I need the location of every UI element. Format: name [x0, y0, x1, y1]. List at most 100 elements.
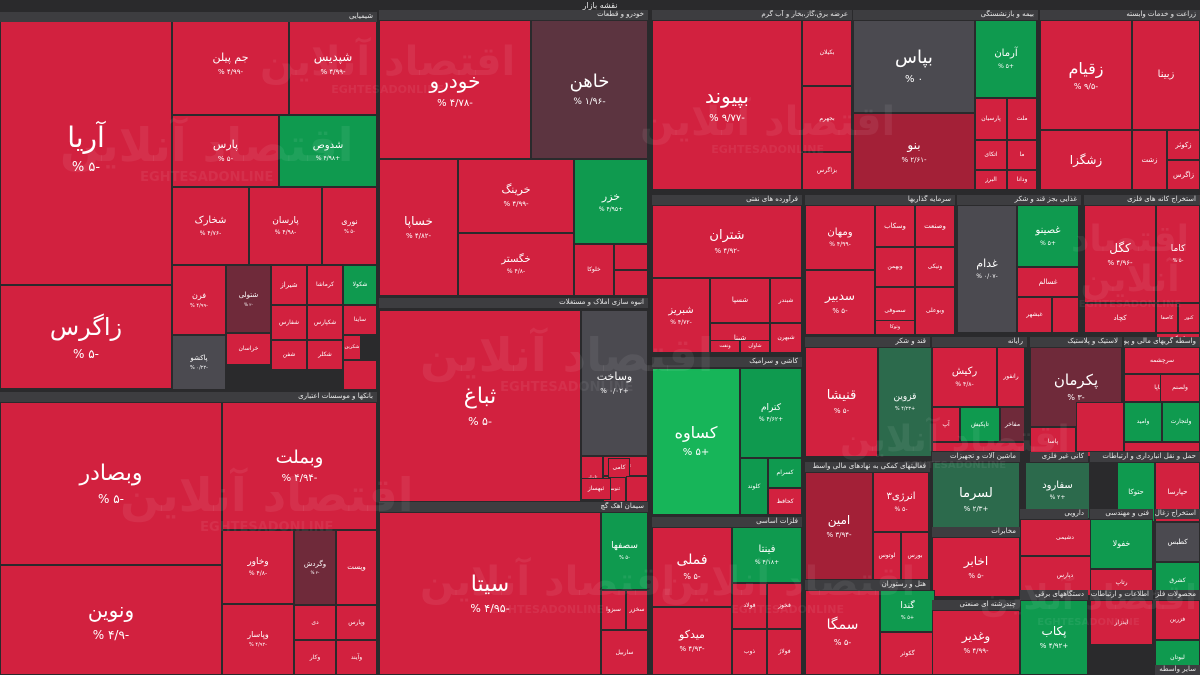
tile-38[interactable]: خگستر -۴/۸ % [458, 233, 574, 296]
tile-79[interactable]: کلوند [740, 458, 768, 515]
tile-146[interactable]: کطبس [1155, 522, 1200, 562]
tile-54[interactable]: بپاس ۰ % [853, 20, 975, 113]
tile-51[interactable]: بکیلان [802, 20, 852, 86]
tile-60[interactable]: ما [1007, 140, 1037, 170]
tile-35[interactable]: خساپا -۴/۸۲ % [379, 159, 458, 296]
tile-129[interactable]: لوتوس [873, 532, 901, 580]
tile-61[interactable]: البرز [975, 170, 1007, 190]
tile-22[interactable]: وبصادر -۵ % [0, 402, 222, 565]
tile-33[interactable]: خودرو -۴/۷۸ % [379, 20, 531, 159]
tile-13[interactable]: شکولا [343, 265, 377, 305]
tile-64[interactable]: زبینا [1132, 20, 1200, 130]
tile-144[interactable]: خفولا [1090, 519, 1153, 569]
tile-37[interactable]: خزر +۴/۹۵ % [574, 159, 648, 244]
tile-86[interactable]: میدکو -۴/۹۳ % [652, 607, 732, 675]
tile-106[interactable]: کچاد [1084, 303, 1156, 333]
tile-55[interactable]: آرمان +۵ % [975, 20, 1037, 98]
tile-16[interactable]: خراسان [226, 333, 271, 365]
tile-127[interactable]: امین -۳/۹۴ % [805, 472, 873, 580]
tile-139[interactable]: سمگا -۵ % [805, 590, 880, 675]
tile-149[interactable]: پکاب +۴/۹۲ % [1020, 600, 1088, 675]
tile-21[interactable]: پاکشو -۰/۲۲ % [172, 335, 226, 390]
tile-41[interactable]: وساخت +۰/۰۲ % [581, 310, 648, 456]
tile-89[interactable]: ذوب [732, 629, 767, 675]
tile-24[interactable]: وبملت -۴/۹۴ % [222, 402, 377, 530]
tile-104[interactable]: کگل -۴/۹۶ % [1084, 205, 1156, 303]
tile-5[interactable]: شدوص +۴/۹۸ % [279, 115, 377, 187]
tile-88[interactable]: فخوز [767, 583, 802, 629]
tile-101[interactable]: غصینو +۵ % [1017, 205, 1079, 267]
tile-148[interactable]: وغدیر -۴/۹۹ % [932, 610, 1020, 675]
tile-53[interactable]: بزاگرس [802, 152, 852, 190]
tile-58[interactable]: ملت [1007, 98, 1037, 140]
tile-72[interactable]: شبندر [770, 278, 802, 323]
tile-84[interactable]: فملی -۵ % [652, 527, 732, 607]
tile-30[interactable]: وکار [294, 640, 336, 675]
tile-105[interactable]: کاما -۵ % [1156, 205, 1200, 303]
tile-114[interactable]: رکیش -۴/۸ % [932, 347, 997, 407]
tile-141[interactable]: گکوثر [880, 632, 935, 675]
tile-40[interactable]: ثباغ -۵ % [379, 310, 581, 502]
tile-122[interactable]: سرچشمه [1124, 347, 1200, 374]
tile-111[interactable]: قزوین +۴/۲۳ % [878, 347, 932, 457]
tile-70[interactable]: شبریز -۴/۷۲ % [652, 278, 710, 353]
tile-49[interactable]: ساربیل [601, 630, 648, 675]
tile-74[interactable]: شبهرن [770, 323, 802, 353]
tile-87[interactable]: فولاد [732, 583, 767, 629]
tile-71[interactable]: شسپا [710, 278, 770, 323]
tile-130[interactable]: بورس [901, 532, 929, 580]
tile-94[interactable]: سدبیر -۵ % [805, 270, 875, 335]
tile-68[interactable]: زاگرس [1167, 160, 1200, 190]
tile-110[interactable]: قنیشا -۵ % [805, 347, 878, 457]
tile-76[interactable]: شاوان [740, 340, 770, 353]
tile-108[interactable]: کنور [1178, 303, 1200, 333]
tile-3[interactable]: شپدیس -۴/۹۹ % [289, 12, 377, 115]
tile-28[interactable]: وپاسار -۴/۹۲ % [222, 604, 294, 675]
tile-34[interactable]: خاهن -۱/۹۶ % [531, 20, 648, 159]
tile-11[interactable]: شیراز [271, 265, 307, 305]
tile-45[interactable]: سیتا -۴/۹۵ % [379, 512, 601, 675]
tile-59[interactable]: اتکای [975, 140, 1007, 170]
tile-9[interactable]: فرن -۴/۹۹ % [172, 265, 226, 335]
tile-107[interactable]: کاصفا [1156, 303, 1178, 333]
tile-47[interactable]: سبزوا [601, 590, 626, 630]
tile-25[interactable]: وخاور -۴/۸ % [222, 530, 294, 604]
tile-93[interactable]: وصنعت [915, 205, 955, 247]
tile-150[interactable]: ایدزار [1090, 600, 1153, 645]
tile-78[interactable]: کترام +۴/۶۲ % [740, 368, 802, 458]
tile-19[interactable]: ساینا [343, 305, 377, 335]
tile-23[interactable]: ونوین -۴/۹ % [0, 565, 222, 675]
tile-56[interactable]: بنو -۲/۶۱ % [853, 113, 975, 190]
tile-65[interactable]: زشگزا [1040, 130, 1132, 190]
tile-29[interactable]: دی [294, 605, 336, 640]
tile-4[interactable]: پارس -۵ % [172, 115, 279, 187]
tile-95[interactable]: وبهمن [875, 247, 915, 287]
tile-48[interactable]: سخزر [626, 590, 648, 630]
tile-117[interactable]: تاپکیش [960, 407, 1000, 442]
tile-2[interactable]: جم پیلن -۴/۹۹ % [172, 12, 289, 115]
tile-115[interactable]: رانفور [997, 347, 1025, 407]
tile-81[interactable]: کحافظ [768, 488, 802, 515]
tile-92[interactable]: وسکاب [875, 205, 915, 247]
tile-100[interactable]: غدام -۰/۰۷ % [957, 205, 1017, 333]
tile-69[interactable]: شتران -۴/۹۲ % [652, 205, 802, 278]
tile-6[interactable]: شخارک -۴/۷۶ % [172, 187, 249, 265]
tile-1[interactable]: زاگرس -۵ % [0, 285, 172, 389]
tile-50[interactable]: بپیوند -۹/۷۷ % [652, 20, 802, 190]
tile-83[interactable]: ثبهساز [581, 478, 611, 500]
tile-138[interactable]: اخابر -۵ % [932, 537, 1020, 597]
tile-36[interactable]: خرینگ -۴/۹۹ % [458, 159, 574, 233]
tile-151[interactable]: فزرین [1155, 600, 1200, 640]
tile-126[interactable]: ولتجارت [1162, 402, 1200, 442]
tile-63[interactable]: زقیام -۹/۵ % [1040, 20, 1132, 130]
tile-7[interactable]: پارسان -۴/۹۸ % [249, 187, 322, 265]
tile-31[interactable]: وپارس [336, 605, 377, 640]
tile-85[interactable]: فینتا +۴/۱۸ % [732, 527, 802, 583]
tile-46[interactable]: سصفها -۵ % [601, 512, 648, 590]
tile-99[interactable]: وتوکا [875, 320, 915, 335]
tile-128[interactable]: انرژی۳ -۵ % [873, 472, 929, 532]
tile-75[interactable]: ونفت [710, 340, 740, 353]
tile-57[interactable]: پارسیان [975, 98, 1007, 140]
tile-62[interactable]: ودانا [1007, 170, 1037, 190]
tile-96[interactable]: ونیکی [915, 247, 955, 287]
